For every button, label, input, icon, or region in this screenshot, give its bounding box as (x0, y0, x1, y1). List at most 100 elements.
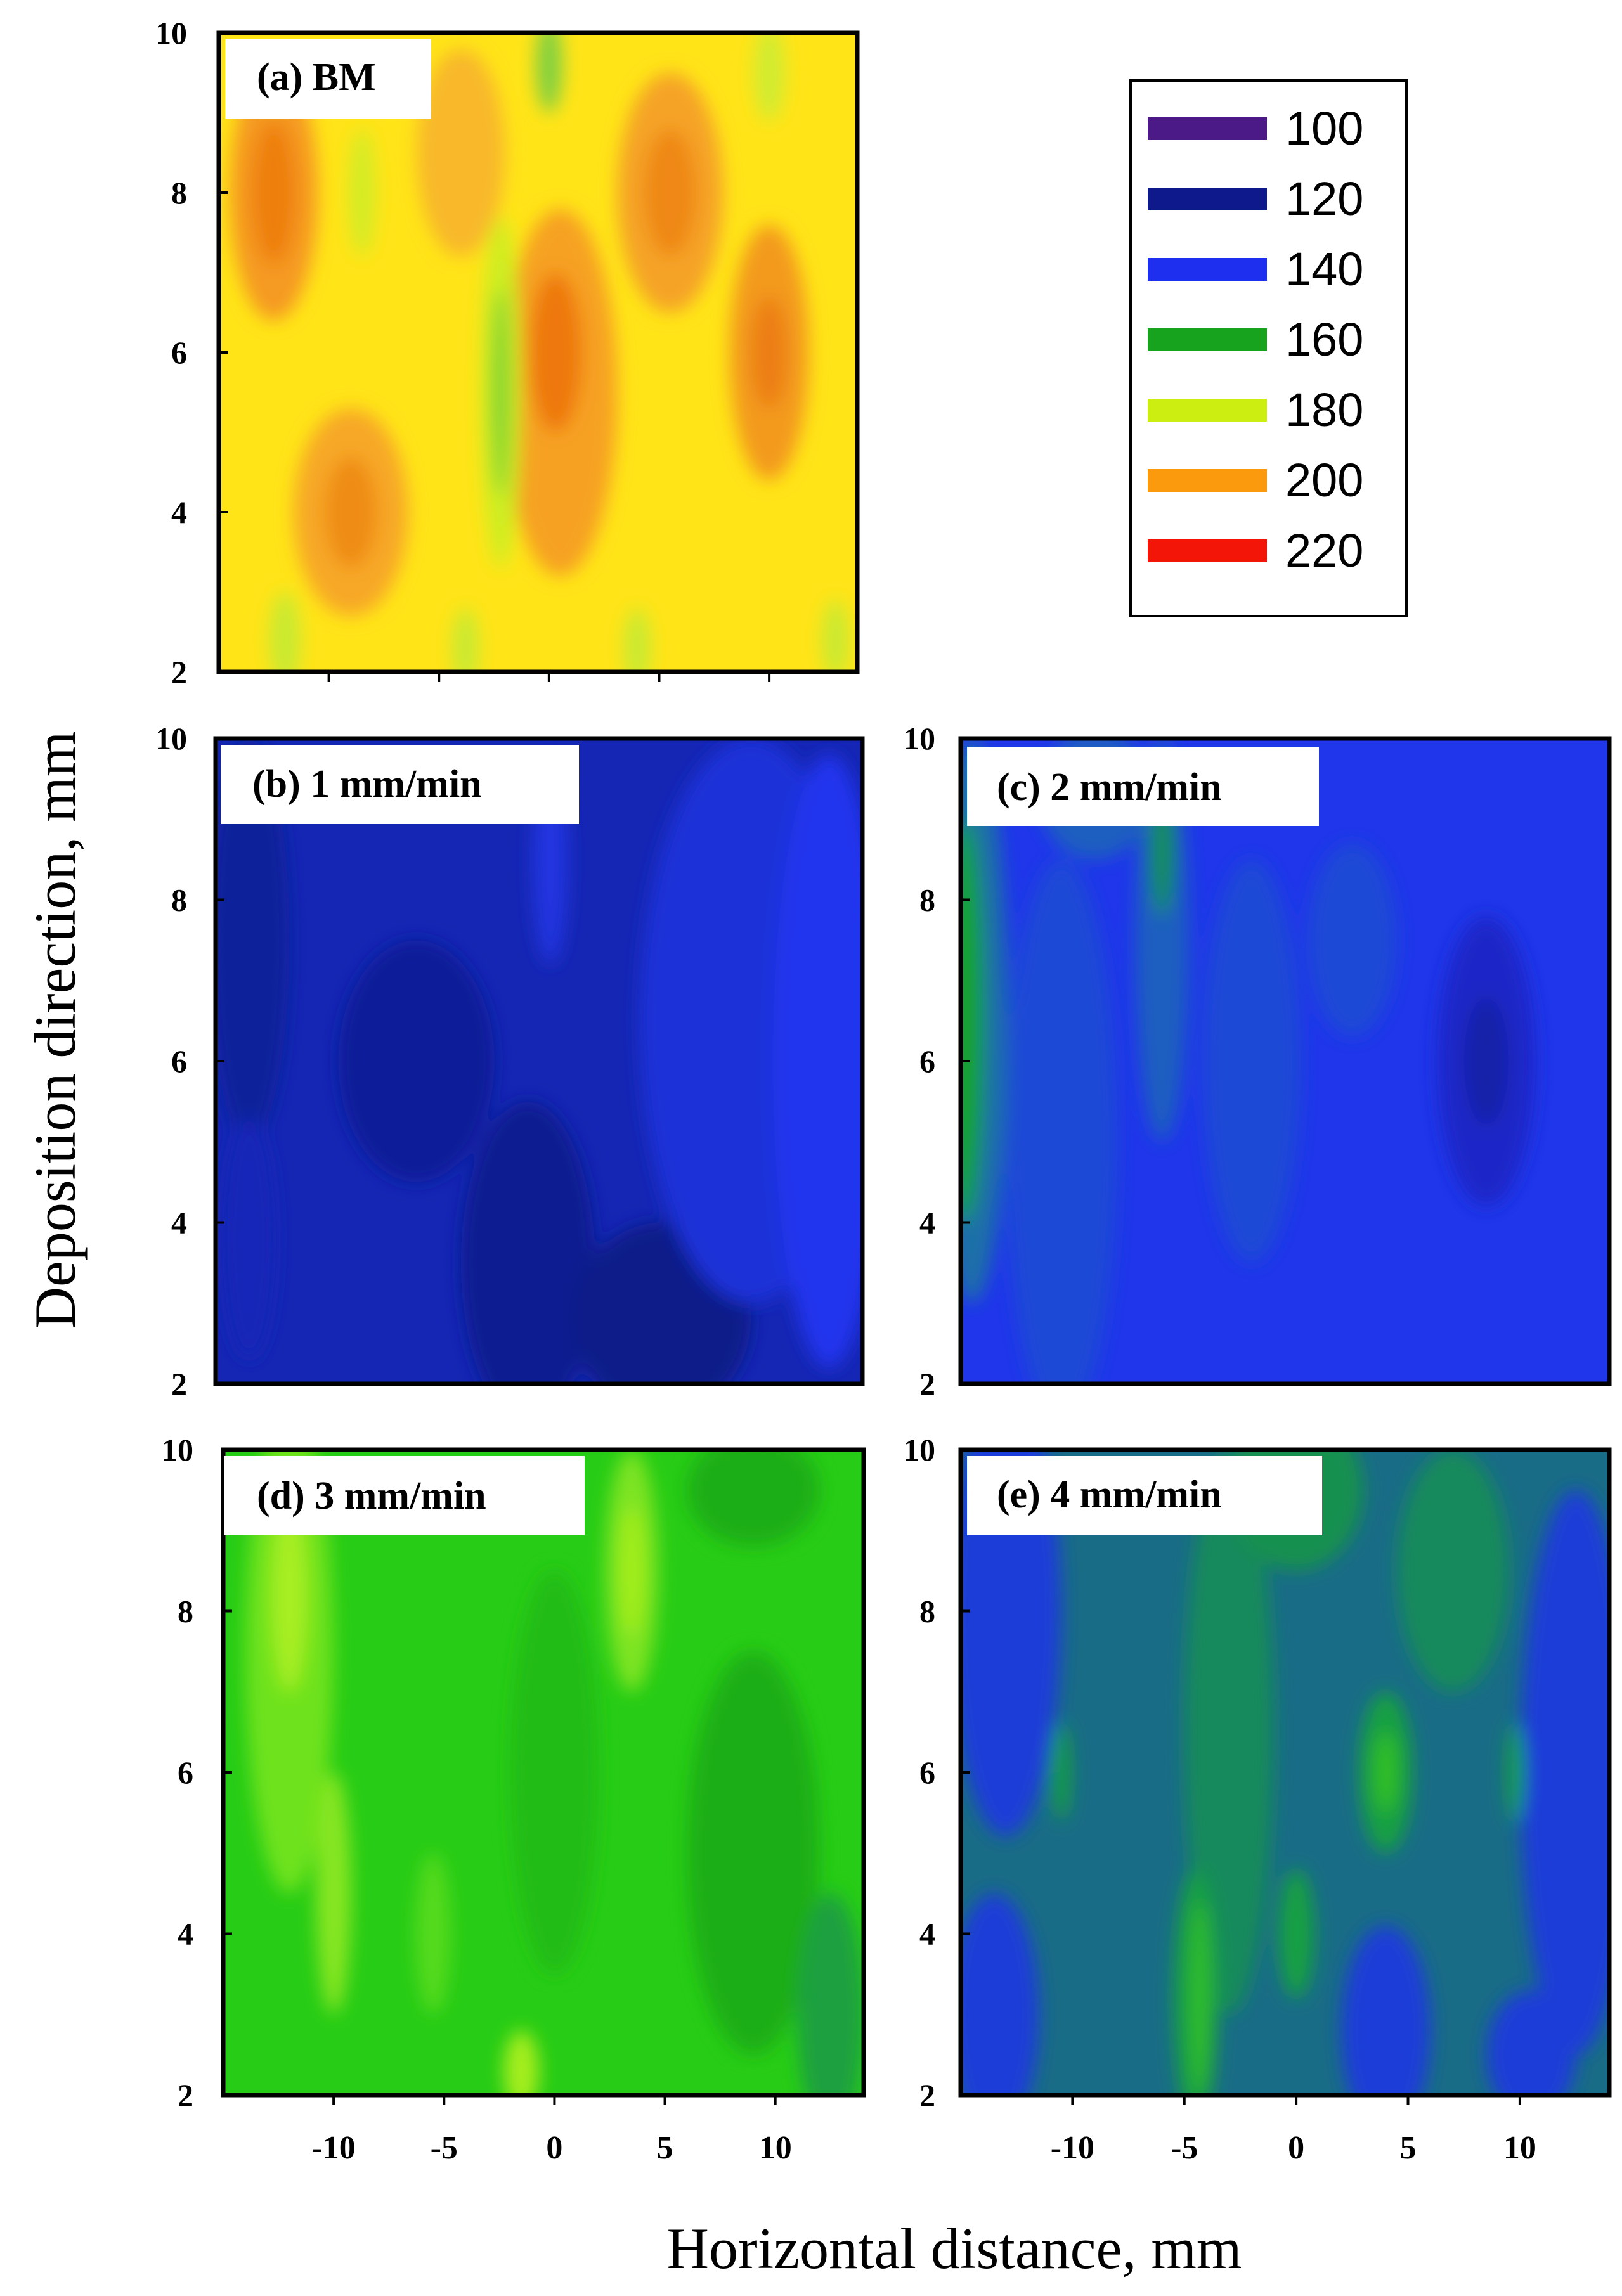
panel-b-contour-region-1 (216, 738, 290, 1142)
panel-d-contour-region-2 (271, 1498, 308, 1692)
panel-e-contour-region-13 (1052, 1724, 1070, 1821)
panel-b-y-tick-label: 6 (171, 1043, 187, 1079)
legend-label-200: 200 (1285, 454, 1363, 506)
panel-a-y-tick-label: 10 (155, 15, 187, 51)
panel-c-y-tick-label: 10 (904, 721, 935, 756)
panel-d-contour-region-5 (620, 1506, 643, 1635)
panel-e-x-tick-label: 10 (1503, 2130, 1536, 2166)
panel-b: (b) 1 mm/min 2 4 6 8 10 (155, 721, 865, 1402)
panel-c-contours (961, 738, 1536, 1384)
legend-label-220: 220 (1285, 524, 1363, 577)
panel-e-x-tick-label: -5 (1171, 2130, 1198, 2166)
panel-d-contour-region-11 (510, 1570, 599, 1975)
panel-d-y-tick-label: 2 (178, 2077, 193, 2113)
panel-e-contour-region-8 (1191, 1901, 1209, 2095)
panel-a-y-tick-label: 6 (171, 335, 187, 370)
panel-d-contour-region-8 (687, 1450, 820, 1547)
legend-swatch-120 (1148, 188, 1267, 210)
panel-a-label: (a) BM (257, 56, 376, 99)
panel-e-y-tick-label: 8 (919, 1594, 935, 1629)
panel-c-y-tick-label: 6 (919, 1043, 935, 1079)
panel-a-contour-region-5 (417, 49, 505, 257)
panel-d-contour-region-6 (415, 1853, 451, 2015)
panel-a-contour-region-14 (348, 129, 375, 257)
y-axis-title: Deposition direction, mm (23, 732, 88, 1329)
panel-b-contours (216, 738, 862, 1384)
panel-d-y-tick-label: 10 (162, 1432, 193, 1467)
panel-b-y-tick-label: 10 (155, 721, 187, 756)
legend-entries: 100 120 140 160 180 200 220 (1148, 102, 1363, 577)
legend: 100 120 140 160 180 200 220 (1129, 79, 1408, 617)
panel-c-contour-region-2 (961, 819, 983, 1223)
panel-a-contour-region-20 (822, 600, 849, 672)
panel-e-contour-region-4 (1340, 1925, 1431, 2095)
panel-d-y-tick-label: 8 (178, 1594, 193, 1629)
panel-a-contour-region-18 (452, 608, 479, 672)
legend-label-120: 120 (1285, 172, 1363, 225)
panel-a-contour-region-2 (252, 120, 296, 265)
panel-c-label: (c) 2 mm/min (997, 766, 1222, 809)
legend-swatch-180 (1148, 399, 1267, 422)
panel-a-contour-region-15 (536, 33, 562, 113)
legend-label-140: 140 (1285, 243, 1363, 295)
panel-a-contour-region-19 (623, 608, 651, 672)
legend-swatch-140 (1148, 258, 1267, 281)
panel-e-contours (961, 1450, 1609, 2095)
panel-e-contour-region-14 (1506, 1724, 1524, 1821)
panel-c-contour-region-6 (1202, 859, 1301, 1263)
panel-b-ticks: 2 4 6 8 10 (155, 721, 224, 1402)
panel-a-y-tick-label: 2 (171, 654, 187, 690)
panel-b-contour-region-3 (460, 1101, 595, 1384)
panel-a-contour-region-4 (324, 456, 378, 569)
panel-e-x-tick-label: 0 (1288, 2130, 1304, 2166)
panel-a-contour-region-9 (644, 129, 697, 257)
panel-b-y-tick-label: 8 (171, 882, 187, 918)
legend-swatch-200 (1148, 469, 1267, 492)
panel-e-x-tick-label: -10 (1051, 2130, 1094, 2166)
panel-d-x-tick-label: -10 (311, 2130, 355, 2166)
panel-e-contour-region-3 (1519, 1490, 1609, 2055)
panel-d-contour-region-10 (503, 2030, 540, 2095)
panel-e-x-tick-label: 5 (1400, 2130, 1417, 2166)
panel-a-y-tick-label: 8 (171, 175, 187, 210)
panel-c-contour-region-9 (1463, 996, 1509, 1126)
panel-d-x-tick-label: -5 (431, 2130, 458, 2166)
panel-d-ticks: 2 4 6 8 10 -10 -5 0 5 10 (162, 1432, 792, 2166)
legend-label-180: 180 (1285, 384, 1363, 436)
panel-a-y-tick-label: 4 (171, 494, 187, 530)
panel-e-y-tick-label: 10 (904, 1432, 935, 1467)
panel-d-contour-region-3 (316, 1772, 351, 2015)
panel-d-label: (d) 3 mm/min (257, 1474, 486, 1518)
panel-d-x-tick-label: 0 (546, 2130, 562, 2166)
panel-a-label-box (225, 39, 431, 119)
panel-d: (d) 3 mm/min 2 4 6 8 10 -10 -5 0 5 10 (162, 1432, 866, 2166)
panel-c-contour-region-7 (1307, 843, 1397, 1037)
panel-e-contour-region-2 (961, 1893, 1039, 2095)
panel-c-y-tick-label: 2 (919, 1366, 935, 1402)
panel-d-x-tick-label: 5 (657, 2130, 673, 2166)
panel-e-y-tick-label: 4 (919, 1916, 935, 1952)
panel-c-contour-region-5 (1005, 860, 1117, 1384)
panel-e-y-tick-label: 2 (919, 2077, 935, 2113)
panel-c-label-box (967, 747, 1319, 826)
panel-a-contour-region-16 (753, 33, 785, 121)
x-axis-title: Horizontal distance, mm (667, 2216, 1242, 2281)
panel-e-contour-region-5 (1486, 1990, 1576, 2095)
panel-b-label-box (221, 745, 579, 824)
panel-a-contours (230, 33, 849, 672)
panel-b-y-tick-label: 2 (171, 1366, 187, 1402)
panel-c-y-tick-label: 4 (919, 1205, 935, 1241)
panel-a-ticks: 2 4 6 8 10 (155, 15, 771, 690)
panel-a-contour-region-13 (491, 288, 510, 496)
legend-label-160: 160 (1285, 313, 1363, 366)
legend-swatch-100 (1148, 117, 1267, 140)
panel-c-ticks: 2 4 6 8 10 (904, 721, 970, 1402)
panel-a: (a) BM 2 4 6 8 10 (155, 15, 860, 690)
panel-e-ticks: 2 4 6 8 10 -10 -5 0 5 10 (904, 1432, 1536, 2166)
panel-d-y-tick-label: 4 (178, 1916, 193, 1952)
panel-d-x-tick-label: 10 (759, 2130, 792, 2166)
panel-b-contour-region-2 (338, 940, 495, 1182)
panel-d-y-tick-label: 6 (178, 1755, 193, 1790)
panel-d-contour-region-9 (797, 1893, 864, 2095)
